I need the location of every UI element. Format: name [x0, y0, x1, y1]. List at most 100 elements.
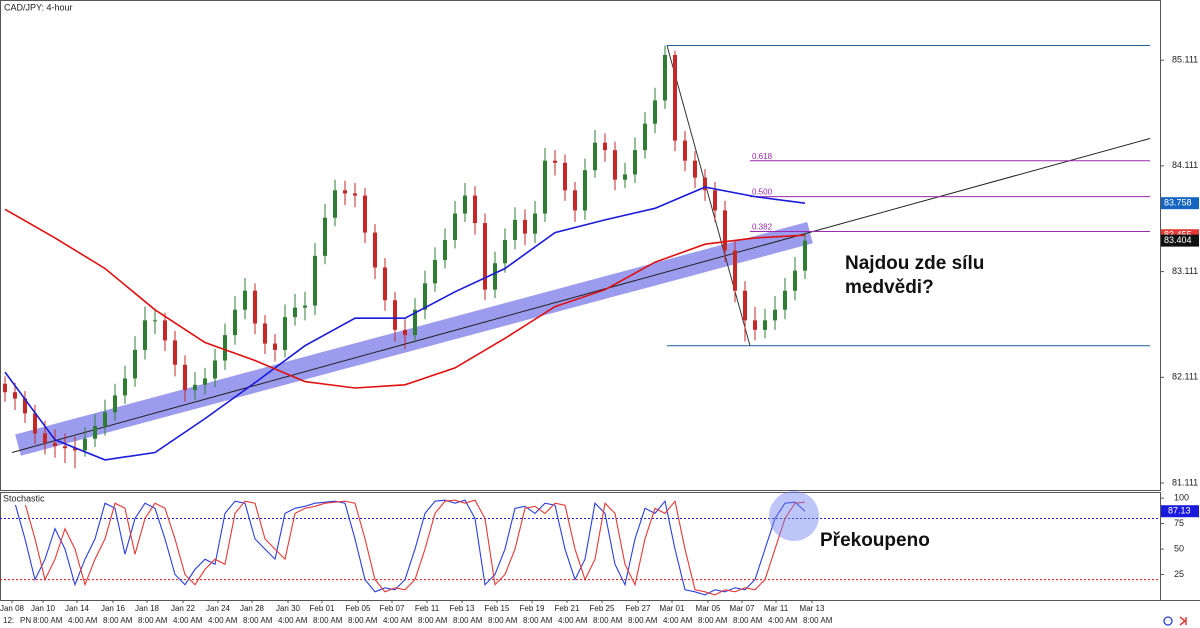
- fib-level-label: 0.382: [752, 223, 773, 232]
- time-tick-label: 8:00 AM: [803, 616, 833, 625]
- time-tick-label: 8:00 AM: [733, 616, 763, 625]
- time-tick-label: 8:00 AM: [698, 616, 728, 625]
- main-panel-frame: [0, 0, 1161, 491]
- time-tick-label: 8:00 AM: [348, 616, 378, 625]
- x-tick-label: Mar 13: [800, 604, 825, 613]
- x-tick-label: Jan 08: [0, 604, 25, 613]
- x-tick-label: Mar 11: [764, 604, 789, 613]
- candle-body: [353, 193, 357, 196]
- candle-body: [683, 140, 687, 161]
- x-tick-label: Feb 15: [485, 604, 510, 613]
- candle-body: [673, 54, 677, 141]
- stochastic-badge: 87.13: [1168, 506, 1191, 516]
- candle-body: [93, 426, 97, 439]
- time-tick-label: PN: [20, 616, 31, 625]
- x-tick-label: Feb 05: [346, 604, 371, 613]
- y-tick-label: 81.111: [1172, 477, 1198, 487]
- time-tick-label: 8:00 AM: [138, 616, 168, 625]
- last-price-badge-box: [1161, 234, 1199, 247]
- candle-body: [583, 170, 587, 211]
- x-tick-label: Jan 24: [206, 604, 231, 613]
- candle-body: [733, 250, 737, 291]
- candle-body: [493, 263, 497, 290]
- stochastic-title: Stochastic: [3, 493, 45, 503]
- candle-body: [153, 320, 157, 322]
- time-tick-label: 8:00 AM: [488, 616, 518, 625]
- candle-body: [143, 320, 147, 350]
- candle-body: [523, 219, 527, 234]
- chart-title: CAD/JPY: 4-hour: [4, 2, 73, 12]
- time-tick-label: 8:00 AM: [418, 616, 448, 625]
- candle-body: [693, 160, 697, 178]
- time-tick-label: 4:00 AM: [278, 616, 308, 625]
- candle-body: [623, 174, 627, 180]
- candle-body: [803, 240, 807, 271]
- stochastic-tick-label: 100: [1174, 492, 1189, 502]
- candle-body: [453, 213, 457, 240]
- ma-price-badge: 83.455: [1164, 230, 1192, 240]
- candle-body: [393, 300, 397, 330]
- trend-channel: [15, 221, 813, 456]
- stochastic-badge-box: [1161, 505, 1199, 518]
- candle-body: [373, 232, 377, 268]
- time-tick-label: 4:00 AM: [768, 616, 798, 625]
- candle-body: [483, 223, 487, 290]
- time-tick-label: 4:00 AM: [173, 616, 203, 625]
- x-tick-label: Feb 13: [450, 604, 475, 613]
- last-price-badge: 83.404: [1164, 235, 1192, 245]
- candle-body: [703, 177, 707, 191]
- moving-average: [4, 186, 806, 461]
- stochastic-title-box: [1, 493, 59, 505]
- candle-body: [653, 100, 657, 124]
- candle-body: [343, 190, 347, 194]
- candle-body: [13, 392, 17, 399]
- x-tick-label: Feb 25: [590, 604, 615, 613]
- candle-body: [713, 190, 717, 211]
- time-tick-label: 4:00 AM: [208, 616, 238, 625]
- candle-body: [603, 142, 607, 151]
- candle-body: [293, 307, 297, 318]
- candle-body: [183, 364, 187, 391]
- x-tick-label: Mar 05: [696, 604, 721, 613]
- candle-body: [763, 320, 767, 330]
- candle-body: [463, 195, 467, 214]
- candle-body: [173, 340, 177, 365]
- time-tick-label: 8:00 AM: [313, 616, 343, 625]
- candle-body: [783, 290, 787, 310]
- corner-icons: [1163, 616, 1187, 626]
- time-tick-label: 12:: [3, 616, 14, 625]
- candle-body: [333, 190, 337, 218]
- candle-body: [403, 329, 407, 336]
- icon[interactable]: [1179, 616, 1187, 626]
- x-tick-label: Feb 11: [415, 604, 440, 613]
- candle-body: [473, 195, 477, 224]
- candle-body: [223, 335, 227, 361]
- annotation-line: medvědi?: [845, 277, 934, 298]
- fib-level-label: 0.500: [752, 188, 773, 197]
- annotation-line: Najdou zde sílu: [845, 253, 984, 274]
- candle-body: [363, 195, 367, 233]
- time-tick-label: 8:00 AM: [103, 616, 133, 625]
- time-tick-label: 4:00 AM: [663, 616, 693, 625]
- icon[interactable]: [1163, 616, 1173, 626]
- time-tick-label: 8:00 AM: [33, 616, 63, 625]
- candle-body: [203, 378, 207, 385]
- candle-body: [433, 260, 437, 284]
- candle-body: [63, 446, 67, 449]
- candle-body: [383, 267, 387, 301]
- candle-body: [503, 239, 507, 264]
- candle-body: [33, 413, 37, 434]
- stochastic-tick-label: 75: [1174, 518, 1184, 528]
- time-tick-label: 4:00 AM: [383, 616, 413, 625]
- fib-level-label: 0.618: [752, 152, 773, 161]
- time-tick-label: 8:00 AM: [628, 616, 658, 625]
- candle-body: [3, 383, 7, 393]
- x-tick-label: Feb 21: [555, 604, 580, 613]
- x-tick-label: Jan 30: [276, 604, 301, 613]
- overbought-highlight: [769, 491, 819, 541]
- time-tick-label: 4:00 AM: [558, 616, 588, 625]
- x-tick-label: Feb 07: [380, 604, 405, 613]
- time-tick-label: 8:00 AM: [593, 616, 623, 625]
- candle-body: [723, 210, 727, 251]
